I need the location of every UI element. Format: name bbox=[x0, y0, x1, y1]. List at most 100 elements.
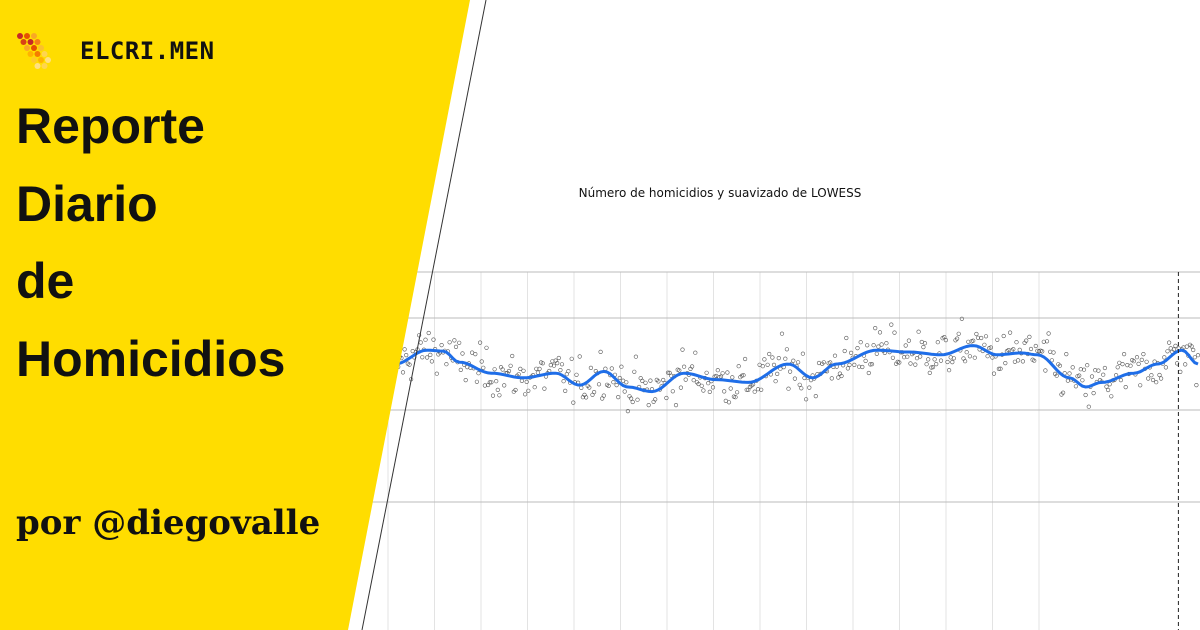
logo-dot bbox=[17, 33, 23, 39]
data-point bbox=[934, 362, 939, 367]
data-point bbox=[558, 368, 563, 373]
data-point bbox=[720, 371, 725, 376]
data-point bbox=[930, 365, 936, 370]
data-point bbox=[596, 382, 602, 387]
data-point bbox=[975, 335, 981, 340]
data-point bbox=[974, 331, 979, 337]
data-point bbox=[617, 375, 622, 381]
data-point bbox=[616, 395, 621, 400]
data-point bbox=[656, 379, 661, 384]
data-point bbox=[725, 370, 730, 375]
data-point bbox=[622, 389, 627, 394]
data-point bbox=[588, 365, 594, 371]
title-line-4: Homicidios bbox=[16, 330, 286, 387]
data-point bbox=[540, 361, 545, 366]
data-point bbox=[1178, 369, 1183, 375]
logo-dot bbox=[41, 63, 48, 69]
data-point bbox=[744, 387, 749, 392]
data-point bbox=[1080, 378, 1085, 383]
data-point bbox=[479, 359, 484, 364]
data-point bbox=[776, 356, 781, 361]
data-point bbox=[444, 362, 449, 367]
data-point bbox=[847, 362, 852, 368]
data-point bbox=[921, 345, 926, 350]
data-point bbox=[519, 378, 525, 384]
data-point bbox=[813, 394, 818, 399]
data-point bbox=[979, 335, 984, 341]
data-point bbox=[922, 341, 928, 346]
data-point bbox=[1033, 343, 1038, 349]
brand[interactable]: ELCRI.MEN bbox=[14, 30, 215, 72]
data-point bbox=[951, 356, 957, 361]
data-point bbox=[852, 362, 857, 368]
data-point bbox=[487, 380, 492, 385]
data-point bbox=[392, 346, 398, 352]
data-point bbox=[844, 335, 849, 341]
data-point bbox=[1046, 331, 1051, 336]
data-point bbox=[956, 331, 961, 336]
data-point bbox=[628, 396, 634, 401]
data-point bbox=[770, 355, 775, 360]
data-point bbox=[635, 397, 640, 402]
data-point bbox=[791, 358, 796, 363]
data-point bbox=[601, 393, 606, 398]
logo-dot bbox=[34, 39, 41, 45]
data-point bbox=[775, 371, 780, 377]
data-point bbox=[1040, 349, 1045, 354]
data-point bbox=[1189, 344, 1194, 349]
author-byline[interactable]: por @diegovalle bbox=[16, 503, 321, 543]
data-point bbox=[1138, 383, 1143, 388]
data-point bbox=[704, 370, 709, 375]
data-point bbox=[726, 400, 732, 405]
data-point bbox=[856, 364, 862, 369]
data-point bbox=[765, 362, 770, 367]
data-point bbox=[865, 343, 870, 348]
data-point bbox=[1014, 340, 1019, 345]
data-point bbox=[1073, 384, 1078, 389]
data-point bbox=[556, 355, 561, 361]
data-point bbox=[839, 373, 844, 379]
data-point bbox=[417, 333, 422, 338]
data-point bbox=[1104, 384, 1109, 389]
data-point bbox=[792, 376, 798, 381]
data-point bbox=[918, 354, 923, 359]
data-point bbox=[1096, 368, 1101, 373]
data-point bbox=[673, 403, 679, 408]
data-point bbox=[463, 378, 468, 383]
data-point bbox=[606, 383, 611, 389]
data-point bbox=[771, 362, 777, 368]
data-point bbox=[1184, 344, 1189, 349]
logo-dot bbox=[38, 57, 44, 63]
data-point bbox=[506, 368, 512, 374]
data-point bbox=[935, 340, 940, 345]
data-point bbox=[481, 365, 486, 370]
data-point bbox=[559, 362, 565, 367]
data-point bbox=[513, 387, 518, 393]
data-point bbox=[510, 353, 515, 359]
title-line-1: Reporte bbox=[16, 98, 205, 154]
data-point bbox=[1141, 352, 1146, 357]
logo-dot bbox=[31, 57, 37, 63]
data-point bbox=[1174, 361, 1180, 366]
data-point bbox=[569, 356, 574, 361]
data-point bbox=[1183, 362, 1188, 367]
data-point bbox=[537, 366, 542, 372]
data-point bbox=[1165, 349, 1170, 354]
lowess-smooth-line bbox=[394, 344, 1199, 394]
data-point bbox=[522, 392, 528, 397]
data-point bbox=[1057, 363, 1062, 368]
data-point bbox=[494, 379, 499, 384]
data-point bbox=[521, 368, 526, 373]
data-point bbox=[1150, 377, 1156, 383]
data-point bbox=[534, 366, 539, 371]
data-point bbox=[1146, 376, 1151, 381]
x-gridlines bbox=[387, 272, 1040, 630]
logo-dot bbox=[31, 33, 37, 39]
data-point bbox=[425, 355, 430, 360]
data-point bbox=[996, 366, 1002, 372]
data-point bbox=[526, 388, 531, 393]
data-point bbox=[696, 381, 701, 387]
data-point bbox=[803, 397, 809, 402]
data-point bbox=[458, 367, 463, 373]
data-point bbox=[1105, 387, 1111, 393]
